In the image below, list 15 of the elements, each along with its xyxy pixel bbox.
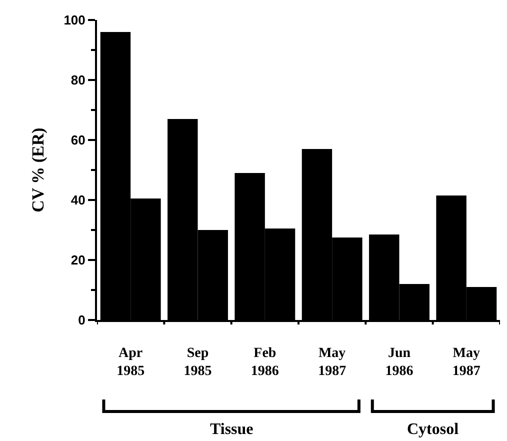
text: Tissue [210,421,254,438]
y-tick-label: 60 [70,132,86,148]
x-tick-label: May 1987 [318,346,346,379]
y-tick-label: 20 [70,252,86,268]
x-tick-label: Apr 1985 [116,346,145,379]
x-tick-label: Sep 1985 [184,346,212,379]
y-axis-title: CV % (ER) [28,128,48,212]
y-tick-label: 80 [70,72,86,88]
x-tick-label: Jun 1986 [385,346,414,379]
x-tick-label: May 1987 [452,346,480,379]
y-tick-label: 100 [64,12,86,28]
text: Cytosol [407,421,460,438]
x-tick-label: Feb 1986 [250,346,279,379]
y-tick-label: 0 [78,312,86,328]
y-tick-label: 40 [70,192,86,208]
